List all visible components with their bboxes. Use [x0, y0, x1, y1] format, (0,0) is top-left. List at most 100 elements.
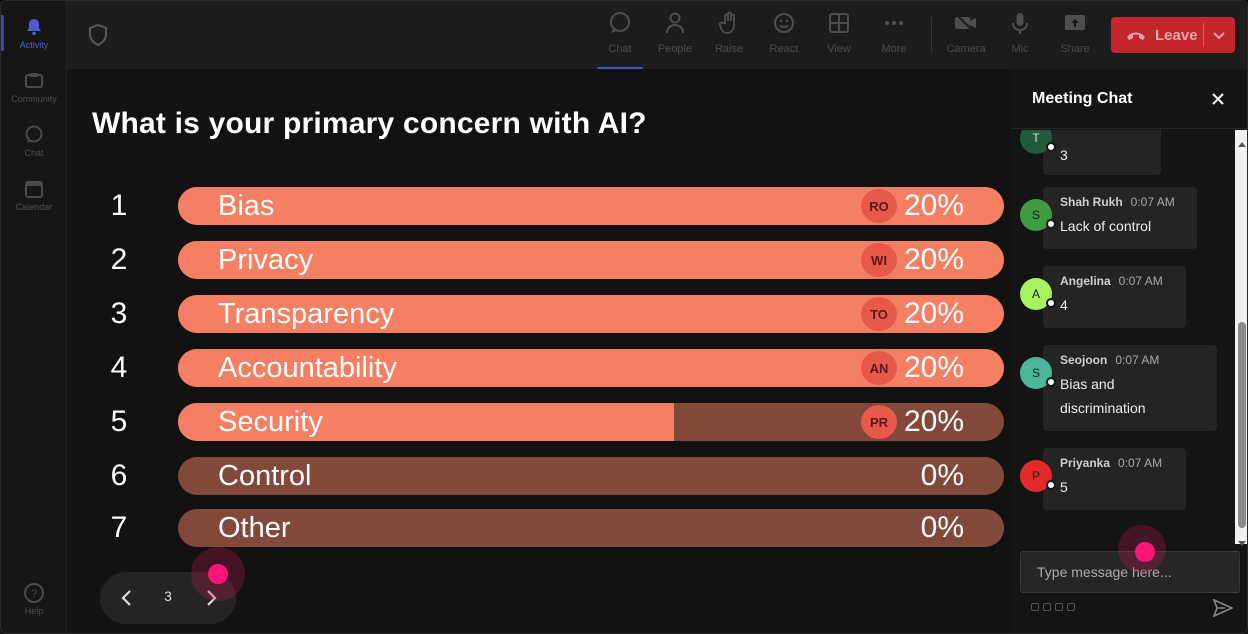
camera-off-icon: [952, 9, 980, 37]
voter-avatar: WI: [861, 243, 897, 277]
message-header: Angelina 0:07 AM: [1060, 274, 1170, 288]
chat-message-list[interactable]: 3 T Shah Rukh 0:07 AM Lack of control S Angeli…: [1011, 130, 1235, 544]
option-label: Security: [218, 406, 323, 438]
toolbar-share-button[interactable]: Share: [1048, 9, 1102, 63]
message-header: Shah Rukh 0:07 AM: [1060, 195, 1181, 209]
voter-avatar: RO: [861, 189, 897, 223]
poll-option: 2 Privacy WI 20%: [67, 241, 1011, 279]
option-percent: 20%: [903, 189, 964, 222]
scroll-down-arrow-icon[interactable]: [1238, 534, 1246, 546]
avatar-initial: T: [1032, 131, 1040, 145]
avatar[interactable]: A: [1020, 278, 1056, 310]
sender-name: Angelina: [1060, 274, 1111, 288]
avatar[interactable]: S: [1020, 357, 1056, 389]
message-time: 0:07 AM: [1130, 195, 1175, 209]
toolbar-camera-button[interactable]: Camera: [939, 9, 993, 63]
poll-option: 4 Accountability AN 20%: [67, 349, 1011, 387]
message-time: 0:07 AM: [1118, 456, 1163, 470]
poll-question: What is your primary concern with AI?: [92, 107, 647, 140]
poll-pager: 3: [100, 572, 236, 624]
scroll-up-arrow-icon[interactable]: [1238, 134, 1246, 147]
toolbar-label: View: [827, 43, 851, 55]
raise-hand-icon: [715, 9, 743, 37]
option-number: 1: [110, 189, 128, 222]
poll-panel: What is your primary concern with AI? 1 B…: [67, 69, 1011, 633]
calendar-icon: [23, 178, 45, 200]
avatar-initial: P: [1031, 469, 1040, 483]
option-label: Privacy: [218, 244, 314, 276]
option-number: 4: [110, 351, 128, 384]
message-text: 4: [1060, 297, 1068, 313]
option-label: Accountability: [218, 352, 397, 384]
toolbar-label: Chat: [608, 43, 632, 55]
message-header: Priyanka 0:07 AM: [1060, 456, 1170, 470]
message-text: Bias and discrimination: [1060, 376, 1146, 416]
emoji-icon[interactable]: [1055, 603, 1063, 611]
chat-format-tools[interactable]: [1031, 603, 1075, 615]
meeting-chat-panel: Meeting Chat 3 T Shah Rukh 0:07 AM Lack of c…: [1011, 69, 1247, 633]
rail-item-label: Community: [11, 94, 57, 104]
toolbar-divider: [931, 17, 932, 53]
toolbar-view-button[interactable]: View: [812, 9, 866, 63]
option-bar: Other 0%: [178, 509, 1004, 547]
phone-hangup-icon: [1125, 28, 1147, 42]
rail-item-chat[interactable]: Chat: [1, 115, 67, 167]
chat-message-input[interactable]: Type message here...: [1020, 551, 1240, 593]
toolbar-label: Share: [1060, 43, 1090, 55]
shield-icon[interactable]: [87, 23, 109, 47]
toolbar-label: Raise: [714, 43, 744, 55]
chat-scrollbar[interactable]: [1235, 130, 1247, 546]
poll-option: 6 Control 0%: [67, 457, 1011, 495]
toolbar-mic-button[interactable]: Mic: [993, 9, 1047, 63]
rail-item-help[interactable]: ? Help: [1, 573, 67, 625]
message-bubble: Priyanka 0:07 AM 5: [1043, 448, 1186, 510]
chevron-down-icon[interactable]: [1211, 28, 1227, 42]
toolbar-react-button[interactable]: React: [757, 9, 811, 63]
leave-divider: [1203, 23, 1204, 47]
message-header: [1060, 130, 1145, 138]
message-time: 0:07 AM: [1118, 274, 1163, 288]
chevron-right-icon[interactable]: [201, 588, 221, 608]
toolbar-raise-button[interactable]: Raise: [702, 9, 756, 63]
presence-dot: [1046, 480, 1056, 490]
voter-avatar: PR: [861, 405, 897, 439]
option-label: Transparency: [218, 298, 395, 330]
svg-text:?: ?: [31, 588, 37, 600]
chevron-left-icon[interactable]: [117, 588, 137, 608]
sender-name: Shah Rukh: [1060, 195, 1123, 209]
scrollbar-thumb[interactable]: [1238, 322, 1246, 528]
option-percent: 20%: [903, 351, 964, 384]
toolbar-label: React: [769, 43, 799, 55]
option-label: Bias: [218, 190, 275, 222]
rail-item-activity[interactable]: Activity: [1, 7, 67, 59]
option-percent: 20%: [903, 297, 964, 330]
format-icon[interactable]: [1031, 603, 1039, 611]
rail-item-calendar[interactable]: Calendar: [1, 169, 67, 221]
avatar[interactable]: P: [1020, 460, 1056, 492]
option-label: Control: [218, 460, 312, 492]
voter-avatar: TO: [861, 297, 897, 331]
toolbar-people-button[interactable]: People: [648, 9, 702, 63]
gif-icon[interactable]: [1067, 603, 1075, 611]
option-bar-fill: [178, 403, 674, 441]
chat-icon: [606, 9, 634, 37]
send-icon[interactable]: [1212, 598, 1234, 618]
chat-title: Meeting Chat: [1032, 90, 1133, 107]
toolbar-more-button[interactable]: More: [867, 9, 921, 63]
leave-label: Leave: [1155, 26, 1198, 44]
avatar[interactable]: T: [1020, 130, 1056, 154]
avatar[interactable]: S: [1020, 199, 1056, 231]
rail-item-community[interactable]: Community: [1, 61, 67, 113]
toolbar-chat-button[interactable]: Chat: [593, 9, 647, 70]
attach-icon[interactable]: [1043, 603, 1051, 611]
option-bar: Accountability AN 20%: [178, 349, 1004, 387]
leave-button[interactable]: Leave: [1111, 17, 1235, 53]
toolbar-label: More: [881, 43, 907, 55]
option-percent: 0%: [920, 511, 964, 544]
view-grid-icon: [825, 9, 853, 37]
chat-icon: [23, 124, 45, 146]
toolbar-label: Mic: [1011, 43, 1029, 55]
avatar-initial: S: [1031, 366, 1040, 380]
rail-item-label: Help: [24, 606, 44, 616]
close-icon[interactable]: [1210, 91, 1226, 107]
